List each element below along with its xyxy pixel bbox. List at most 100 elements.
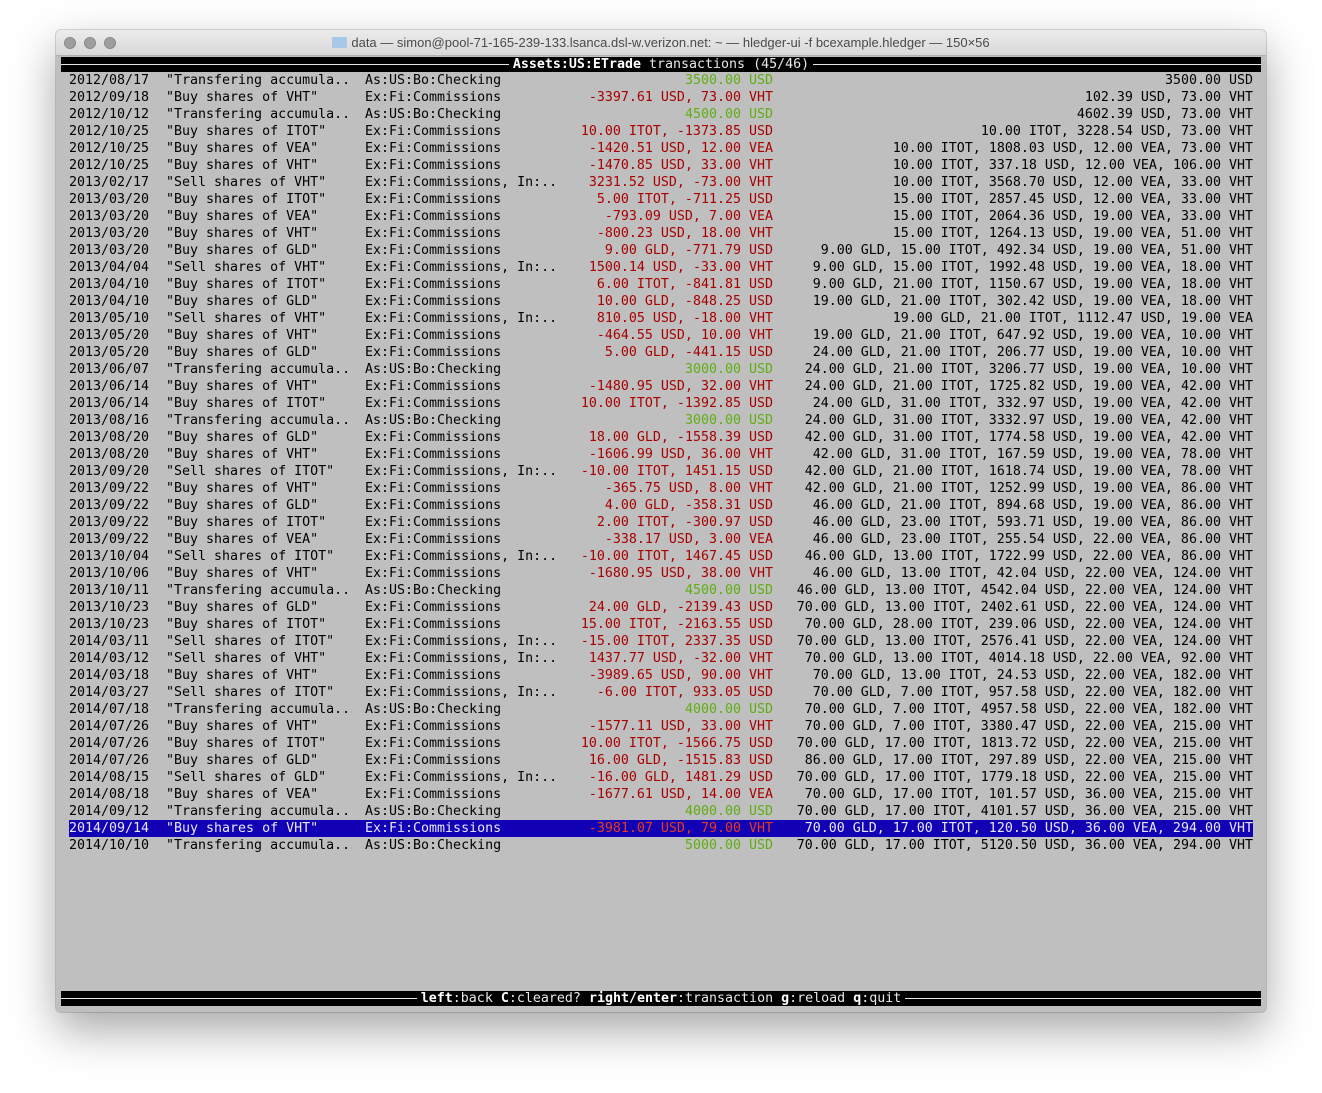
transaction-row[interactable]: 2012/09/18 "Buy shares of VHT" Ex:Fi:Commi… <box>61 89 1261 106</box>
transaction-row[interactable]: 2012/10/12 "Transfering accumula.. As:US:B… <box>61 106 1261 123</box>
transaction-row[interactable]: 2014/09/12 "Transfering accumula.. As:US:B… <box>61 803 1261 820</box>
transaction-row[interactable]: 2013/09/22 "Buy shares of GLD" Ex:Fi:Commi… <box>61 497 1261 514</box>
running-balance: 42.00 GLD, 21.00 ITOT, 1252.99 USD, 19.0… <box>804 481 1253 496</box>
running-balance: 24.00 GLD, 31.00 ITOT, 332.97 USD, 19.00… <box>812 396 1253 411</box>
transaction-row[interactable]: 2013/03/20 "Buy shares of VEA" Ex:Fi:Commi… <box>61 208 1261 225</box>
amount-change: 4500.00 USD <box>684 107 773 122</box>
transaction-date: 2013/03/20 <box>69 226 150 241</box>
transaction-row[interactable]: 2013/02/17 "Sell shares of VHT" Ex:Fi:Comm… <box>61 174 1261 191</box>
transaction-row[interactable]: 2014/08/15 "Sell shares of GLD" Ex:Fi:Comm… <box>61 769 1261 786</box>
terminal-screen[interactable]: Assets:US:ETrade transactions (45/46) 20… <box>61 56 1261 1008</box>
transaction-row-selected[interactable]: 2014/09/14 "Buy shares of VHT" Ex:Fi:Commi… <box>69 820 1253 837</box>
other-accounts: Ex:Fi:Commissions <box>365 736 502 751</box>
transaction-row[interactable]: 2013/10/06 "Buy shares of VHT" Ex:Fi:Commi… <box>61 565 1261 582</box>
amount-change: 3500.00 USD <box>684 73 773 88</box>
amount-change: 16.00 GLD, -1515.83 USD <box>588 753 773 768</box>
transaction-row[interactable]: 2014/10/10 "Transfering accumula.. As:US:B… <box>61 837 1261 854</box>
amount-change: -3397.61 USD, 73.00 VHT <box>588 90 773 105</box>
transaction-count: (45/46) <box>753 57 810 72</box>
transaction-row[interactable]: 2012/10/25 "Buy shares of VEA" Ex:Fi:Commi… <box>61 140 1261 157</box>
transaction-description: "Buy shares of ITOT" <box>166 277 327 292</box>
transaction-row[interactable]: 2012/10/25 "Buy shares of ITOT" Ex:Fi:Comm… <box>61 123 1261 140</box>
transaction-description: "Sell shares of ITOT" <box>166 634 335 649</box>
transaction-row[interactable]: 2014/03/11 "Sell shares of ITOT" Ex:Fi:Com… <box>61 633 1261 650</box>
transaction-row[interactable]: 2013/08/16 "Transfering accumula.. As:US:B… <box>61 412 1261 429</box>
transaction-row[interactable]: 2014/03/27 "Sell shares of ITOT" Ex:Fi:Com… <box>61 684 1261 701</box>
transaction-row[interactable]: 2012/08/17 "Transfering accumula.. As:US:B… <box>61 72 1261 89</box>
amount-change: -10.00 ITOT, 1467.45 USD <box>580 549 773 564</box>
transaction-row[interactable]: 2013/04/10 "Buy shares of GLD" Ex:Fi:Commi… <box>61 293 1261 310</box>
key-action: cleared? <box>516 991 581 1006</box>
transaction-date: 2014/09/14 <box>69 821 150 836</box>
running-balance: 42.00 GLD, 31.00 ITOT, 167.59 USD, 19.00… <box>812 447 1253 462</box>
amount-change: -800.23 USD, 18.00 VHT <box>596 226 773 241</box>
transaction-row[interactable]: 2014/03/18 "Buy shares of VHT" Ex:Fi:Commi… <box>61 667 1261 684</box>
other-accounts: Ex:Fi:Commissions <box>365 481 502 496</box>
transaction-row[interactable]: 2013/05/20 "Buy shares of VHT" Ex:Fi:Commi… <box>61 327 1261 344</box>
transaction-description: "Buy shares of GLD" <box>166 600 319 615</box>
transaction-row[interactable]: 2014/07/26 "Buy shares of GLD" Ex:Fi:Commi… <box>61 752 1261 769</box>
transaction-row[interactable]: 2013/09/22 "Buy shares of VHT" Ex:Fi:Commi… <box>61 480 1261 497</box>
transaction-row[interactable]: 2014/07/26 "Buy shares of VHT" Ex:Fi:Commi… <box>61 718 1261 735</box>
transaction-description: "Sell shares of VHT" <box>166 260 327 275</box>
other-accounts: Ex:Fi:Commissions <box>365 430 502 445</box>
transaction-row[interactable]: 2014/08/18 "Buy shares of VEA" Ex:Fi:Commi… <box>61 786 1261 803</box>
transaction-row[interactable]: 2013/08/20 "Buy shares of GLD" Ex:Fi:Commi… <box>61 429 1261 446</box>
transaction-row[interactable]: 2013/05/10 "Sell shares of VHT" Ex:Fi:Comm… <box>61 310 1261 327</box>
other-accounts: Ex:Fi:Commissions <box>365 209 502 224</box>
amount-change: -1470.85 USD, 33.00 VHT <box>588 158 773 173</box>
other-accounts: Ex:Fi:Commissions, In:.. <box>365 549 558 564</box>
transaction-row[interactable]: 2013/06/07 "Transfering accumula.. As:US:B… <box>61 361 1261 378</box>
close-button[interactable] <box>64 37 76 49</box>
running-balance: 19.00 GLD, 21.00 ITOT, 302.42 USD, 19.00… <box>812 294 1253 309</box>
transaction-description: "Buy shares of VEA" <box>166 532 319 547</box>
transaction-date: 2013/06/14 <box>69 396 150 411</box>
amount-change: 3000.00 USD <box>684 413 773 428</box>
transaction-row[interactable]: 2013/06/14 "Buy shares of VHT" Ex:Fi:Commi… <box>61 378 1261 395</box>
transaction-description: "Transfering accumula.. <box>166 702 351 717</box>
other-accounts: Ex:Fi:Commissions, In:.. <box>365 634 558 649</box>
transaction-date: 2013/09/22 <box>69 515 150 530</box>
transaction-row[interactable]: 2013/10/23 "Buy shares of GLD" Ex:Fi:Commi… <box>61 599 1261 616</box>
transaction-date: 2014/03/27 <box>69 685 150 700</box>
transaction-row[interactable]: 2013/03/20 "Buy shares of ITOT" Ex:Fi:Comm… <box>61 191 1261 208</box>
title-bar: data — simon@pool-71-165-239-133.lsanca.… <box>56 30 1266 56</box>
other-accounts: Ex:Fi:Commissions <box>365 226 502 241</box>
transaction-date: 2013/10/04 <box>69 549 150 564</box>
transaction-row[interactable]: 2014/07/18 "Transfering accumula.. As:US:B… <box>61 701 1261 718</box>
transaction-row[interactable]: 2013/06/14 "Buy shares of ITOT" Ex:Fi:Comm… <box>61 395 1261 412</box>
transaction-description: "Buy shares of VHT" <box>166 719 319 734</box>
folder-icon <box>332 37 348 48</box>
amount-change: 10.00 GLD, -848.25 USD <box>596 294 773 309</box>
amount-change: 1500.14 USD, -33.00 VHT <box>588 260 773 275</box>
transaction-row[interactable]: 2013/04/10 "Buy shares of ITOT" Ex:Fi:Comm… <box>61 276 1261 293</box>
transaction-row[interactable]: 2013/05/20 "Buy shares of GLD" Ex:Fi:Commi… <box>61 344 1261 361</box>
transaction-row[interactable]: 2013/03/20 "Buy shares of VHT" Ex:Fi:Commi… <box>61 225 1261 242</box>
transaction-row[interactable]: 2013/10/04 "Sell shares of ITOT" Ex:Fi:Com… <box>61 548 1261 565</box>
transaction-description: "Buy shares of ITOT" <box>166 124 327 139</box>
transaction-row[interactable]: 2013/09/22 "Buy shares of VEA" Ex:Fi:Commi… <box>61 531 1261 548</box>
zoom-button[interactable] <box>104 37 116 49</box>
window-title: data — simon@pool-71-165-239-133.lsanca.… <box>56 35 1266 50</box>
transaction-row[interactable]: 2013/09/22 "Buy shares of ITOT" Ex:Fi:Comm… <box>61 514 1261 531</box>
transaction-row[interactable]: 2013/08/20 "Buy shares of VHT" Ex:Fi:Commi… <box>61 446 1261 463</box>
minimize-button[interactable] <box>84 37 96 49</box>
other-accounts: Ex:Fi:Commissions <box>365 141 502 156</box>
amount-change: -464.55 USD, 10.00 VHT <box>596 328 773 343</box>
transaction-row[interactable]: 2013/04/04 "Sell shares of VHT" Ex:Fi:Comm… <box>61 259 1261 276</box>
running-balance: 102.39 USD, 73.00 VHT <box>1084 90 1253 105</box>
transaction-row[interactable]: 2013/10/11 "Transfering accumula.. As:US:B… <box>61 582 1261 599</box>
transaction-date: 2013/03/20 <box>69 209 150 224</box>
transaction-row[interactable]: 2012/10/25 "Buy shares of VHT" Ex:Fi:Commi… <box>61 157 1261 174</box>
transaction-row[interactable]: 2014/07/26 "Buy shares of ITOT" Ex:Fi:Comm… <box>61 735 1261 752</box>
transaction-row[interactable]: 2013/03/20 "Buy shares of GLD" Ex:Fi:Commi… <box>61 242 1261 259</box>
transaction-list[interactable]: 2012/08/17 "Transfering accumula.. As:US:B… <box>61 72 1261 854</box>
transaction-row[interactable]: 2014/03/12 "Sell shares of VHT" Ex:Fi:Comm… <box>61 650 1261 667</box>
transaction-description: "Buy shares of ITOT" <box>166 396 327 411</box>
amount-change: 5.00 GLD, -441.15 USD <box>604 345 773 360</box>
transaction-row[interactable]: 2013/10/23 "Buy shares of ITOT" Ex:Fi:Comm… <box>61 616 1261 633</box>
other-accounts: Ex:Fi:Commissions <box>365 498 502 513</box>
amount-change: 6.00 ITOT, -841.81 USD <box>596 277 773 292</box>
transaction-row[interactable]: 2013/09/20 "Sell shares of ITOT" Ex:Fi:Com… <box>61 463 1261 480</box>
transaction-date: 2012/08/17 <box>69 73 150 88</box>
